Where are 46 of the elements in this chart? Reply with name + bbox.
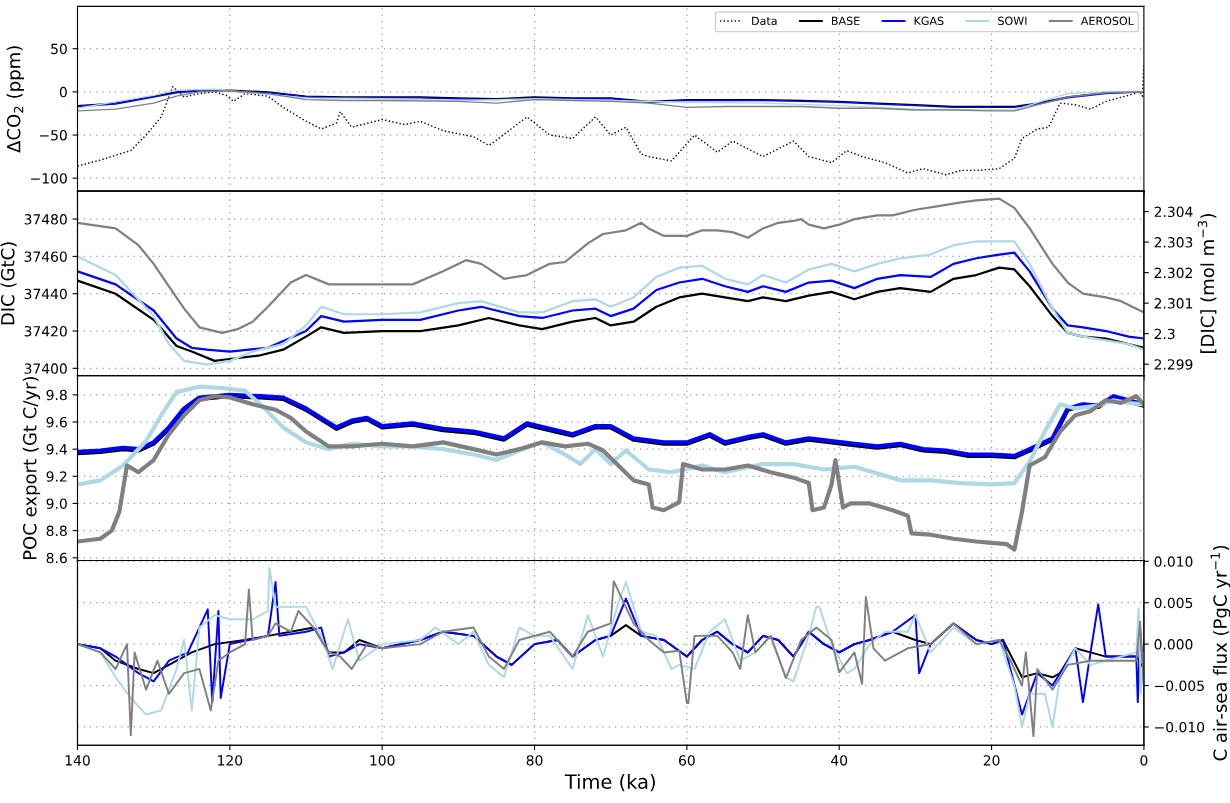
y-tick-label: 9.0 [46,498,67,509]
y-tick-label: 37400 [24,363,67,374]
y2-tick-label: 0.005 [1154,597,1193,609]
x-tick-label: 20 [983,755,1000,766]
y-tick-label: 0 [59,86,67,98]
y-axis-title: POC export (Gt C/yr) [22,377,41,560]
legend-label: AEROSOL [1080,16,1134,26]
y-tick-label: −100 [31,173,67,184]
y2-tick-label: −0.005 [1155,680,1204,692]
y2-tick-label: −0.010 [1155,721,1205,733]
x-axis-title: Time (ka) [564,773,655,792]
y-tick-label: 37440 [24,288,67,300]
y2-tick-label: 0.010 [1154,556,1193,567]
y-axis-title: ΔCO$_{2}$ (ppm) [6,46,24,153]
y-tick-label: 9.4 [46,444,67,455]
x-tick-label: 0 [1140,755,1148,766]
y2-tick-label: 2.303 [1154,237,1193,248]
legend-label: BASE [832,16,860,26]
x-tick-label: 120 [218,755,243,766]
x-tick-label: 140 [65,755,90,766]
legend-label: KGAS [914,16,944,26]
y-tick-label: 9.2 [46,471,67,482]
y2-tick-label: 2.301 [1154,298,1193,309]
y-tick-label: 37480 [24,214,67,225]
x-tick-label: 40 [831,755,848,766]
y-tick-label: −50 [39,129,67,141]
legend-label: Data [752,16,777,26]
y2-tick-label: 2.304 [1154,206,1193,218]
legend-label: SOWI [998,16,1027,26]
y-axis-title: DIC (GtC) [0,242,17,325]
y-tick-label: 37420 [24,326,67,337]
x-tick-label: 80 [526,755,543,766]
y2-tick-label: 0.000 [1154,639,1193,650]
y-tick-label: 8.8 [46,525,67,537]
y2-tick-label: 2.299 [1154,359,1193,370]
y2-axis-title: C air-sea flux (PgC yr$^{−1}$) [1210,545,1230,761]
y-tick-label: 8.6 [46,552,67,564]
x-tick-label: 100 [370,755,395,766]
x-tick-label: 60 [679,755,695,766]
y-tick-label: 9.6 [46,416,67,428]
y-tick-label: 9.8 [46,389,67,401]
y-tick-label: 50 [51,43,67,55]
y2-tick-label: 2.3 [1154,328,1175,340]
y-tick-label: 37460 [24,251,67,262]
y2-tick-label: 2.302 [1154,267,1192,279]
y2-axis-title: [DIC] (mol m$^{−3}$) [1197,214,1217,353]
